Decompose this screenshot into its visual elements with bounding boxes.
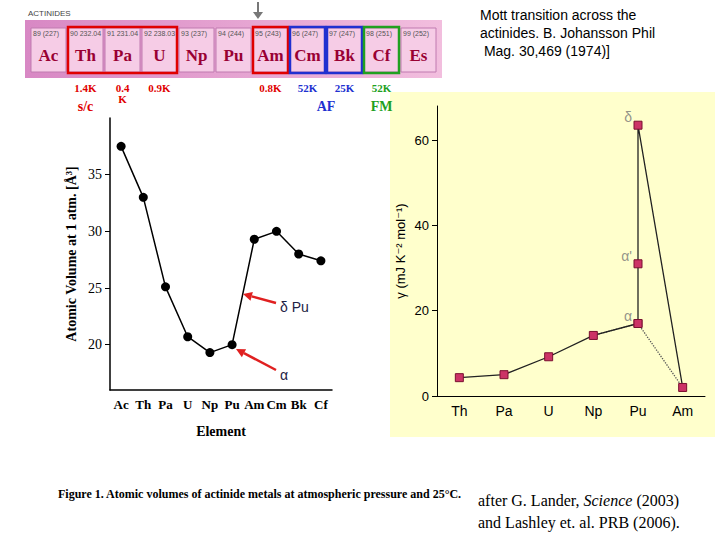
svg-text:U: U	[153, 46, 165, 65]
svg-text:0: 0	[422, 389, 429, 404]
svg-text:Np: Np	[202, 397, 219, 412]
svg-text:γ (mJ K⁻² mol⁻¹): γ (mJ K⁻² mol⁻¹)	[393, 203, 408, 298]
svg-text:60: 60	[415, 133, 429, 148]
svg-text:97 (247): 97 (247)	[329, 30, 355, 38]
svg-text:25K: 25K	[335, 82, 355, 94]
svg-text:Bk: Bk	[334, 46, 355, 65]
svg-text:δ: δ	[624, 109, 632, 125]
svg-text:Ac: Ac	[114, 397, 129, 412]
svg-text:Cm: Cm	[294, 46, 320, 65]
svg-text:52K: 52K	[298, 82, 318, 94]
svg-text:Th: Th	[75, 46, 96, 65]
svg-text:Element: Element	[196, 424, 246, 439]
svg-text:92 238.03: 92 238.03	[144, 30, 175, 37]
svg-text:89 (227): 89 (227)	[33, 30, 59, 38]
svg-text:98 (251): 98 (251)	[366, 30, 392, 38]
svg-text:Am: Am	[257, 46, 283, 65]
svg-text:Am: Am	[672, 403, 693, 419]
svg-text:Pa: Pa	[158, 397, 173, 412]
svg-text:U: U	[183, 397, 193, 412]
svg-text:Pa: Pa	[495, 403, 512, 419]
svg-text:Atomic Volume at 1 atm. [Å³]: Atomic Volume at 1 atm. [Å³]	[64, 166, 79, 341]
svg-text:Am: Am	[244, 397, 264, 412]
svg-text:0.8K: 0.8K	[259, 82, 282, 94]
svg-text:20: 20	[88, 337, 102, 352]
svg-text:Th: Th	[451, 403, 467, 419]
svg-text:(2003): (2003)	[632, 492, 679, 510]
svg-text:Pu: Pu	[629, 403, 646, 419]
svg-text:90 232.04: 90 232.04	[70, 30, 101, 37]
svg-text:95 (243): 95 (243)	[255, 30, 281, 38]
svg-text:Cm: Cm	[266, 397, 286, 412]
svg-text:s/c: s/c	[78, 99, 94, 114]
svg-text:ACTINIDES: ACTINIDES	[28, 9, 71, 18]
svg-text:Mott transition across the: Mott transition across the	[480, 7, 640, 23]
svg-text:Th: Th	[135, 397, 152, 412]
svg-text:40: 40	[415, 218, 429, 233]
svg-text:after G. Lander,: after G. Lander,	[478, 492, 584, 509]
svg-text:99 (252): 99 (252)	[403, 30, 429, 38]
svg-text:20: 20	[415, 303, 429, 318]
svg-text:96 (247): 96 (247)	[292, 30, 318, 38]
svg-text:93 (237): 93 (237)	[181, 30, 207, 38]
svg-text:Figure 1. Atomic volumes of ac: Figure 1. Atomic volumes of actinide met…	[58, 487, 461, 501]
svg-text:Cf: Cf	[373, 46, 391, 65]
svg-text:1.4K: 1.4K	[74, 82, 97, 94]
svg-text:Ac: Ac	[39, 46, 59, 65]
svg-text:Es: Es	[410, 46, 428, 65]
svg-text:Pu: Pu	[224, 46, 244, 65]
svg-text:δ Pu: δ Pu	[280, 299, 309, 315]
svg-text:Bk: Bk	[291, 397, 308, 412]
svg-text:FM: FM	[371, 99, 393, 114]
svg-text:Np: Np	[186, 46, 208, 65]
svg-text:Science: Science	[584, 492, 633, 509]
svg-text:U: U	[544, 403, 554, 419]
svg-text:α': α'	[621, 248, 632, 264]
svg-text:and Lashley et. al. PRB (2006): and Lashley et. al. PRB (2006).	[478, 514, 680, 532]
svg-text:Mag. 30,469 (1974)]: Mag. 30,469 (1974)]	[480, 43, 610, 59]
svg-text:0.4: 0.4	[115, 81, 130, 94]
svg-text:Np: Np	[584, 403, 602, 419]
svg-text:AF: AF	[317, 99, 336, 114]
svg-text:35: 35	[88, 167, 102, 182]
svg-text:K: K	[118, 93, 127, 105]
svg-text:52K: 52K	[372, 82, 392, 94]
svg-text:30: 30	[88, 224, 102, 239]
svg-text:α: α	[280, 367, 288, 383]
svg-text:α: α	[624, 308, 632, 324]
svg-text:25: 25	[88, 281, 102, 296]
svg-text:Pa: Pa	[113, 46, 132, 65]
svg-text:actinides. B. Johansson Phil: actinides. B. Johansson Phil	[480, 25, 655, 41]
svg-text:94 (244): 94 (244)	[218, 30, 244, 38]
svg-text:0.9K: 0.9K	[148, 82, 171, 94]
svg-text:Cf: Cf	[314, 397, 328, 412]
svg-text:91 231.04: 91 231.04	[107, 30, 138, 37]
svg-text:Pu: Pu	[225, 397, 240, 412]
